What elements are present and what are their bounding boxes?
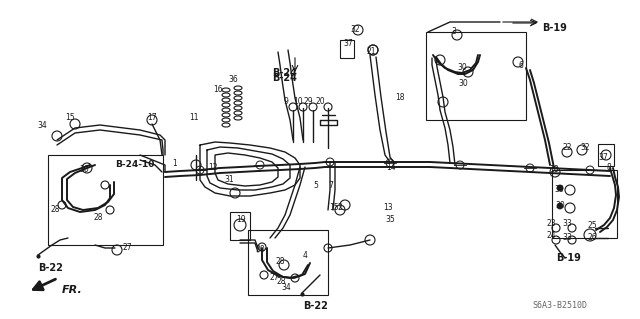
Text: B-24: B-24 [272,73,297,83]
Bar [230,212,250,240]
Text: 7: 7 [328,181,333,189]
Text: 34: 34 [281,283,291,292]
Text: 2: 2 [338,203,342,211]
Bar [248,230,328,295]
Text: S6A3-B2510D: S6A3-B2510D [532,300,588,309]
Text: B-19: B-19 [556,253,581,263]
Text: 34: 34 [37,121,47,130]
Bar [426,32,526,120]
Text: 37: 37 [343,39,353,48]
Text: 5: 5 [314,181,319,189]
Text: 4: 4 [303,250,307,259]
Text: 31: 31 [224,175,234,184]
Text: 21: 21 [366,48,376,56]
Text: 17: 17 [147,113,157,122]
Bar [48,155,163,245]
Text: 3: 3 [452,27,456,36]
Text: B-22: B-22 [38,263,63,273]
Text: 6: 6 [518,61,524,70]
Text: 15: 15 [329,203,339,211]
Text: 32: 32 [350,26,360,34]
Text: 24: 24 [546,231,556,240]
Text: B-24-10: B-24-10 [115,160,154,169]
Text: 33: 33 [562,233,572,241]
Text: 18: 18 [549,165,559,174]
Text: 30: 30 [457,63,467,72]
Text: 30: 30 [79,165,89,174]
Circle shape [557,203,563,209]
Text: B-19: B-19 [542,23,567,33]
Text: 13: 13 [383,203,393,211]
Text: B-22: B-22 [303,301,328,311]
Text: 19: 19 [236,216,246,225]
Text: 8: 8 [607,164,611,173]
Text: 9: 9 [284,97,289,106]
Text: 27: 27 [122,243,132,253]
Text: 25: 25 [587,220,597,229]
Text: 30: 30 [555,202,565,211]
Text: 30: 30 [458,78,468,87]
Text: 36: 36 [228,76,238,85]
Text: 12: 12 [208,164,218,173]
Text: 35: 35 [385,216,395,225]
Bar [340,40,354,58]
Text: 16: 16 [213,85,223,94]
Circle shape [557,185,563,191]
Text: 10: 10 [293,97,303,106]
Bar [598,144,614,166]
Text: 28: 28 [275,257,285,266]
Text: 28: 28 [93,213,103,222]
Text: 22: 22 [563,144,572,152]
Text: 30: 30 [554,186,564,195]
Text: 33: 33 [562,219,572,227]
Text: 1: 1 [173,159,177,167]
Bar [552,170,617,238]
Text: 28: 28 [51,205,60,214]
Text: 27: 27 [269,273,279,283]
Text: 30: 30 [255,244,265,254]
Text: 15: 15 [65,113,75,122]
Text: FR.: FR. [62,285,83,295]
Text: 32: 32 [580,144,590,152]
Text: 18: 18 [396,93,404,101]
Text: 11: 11 [189,113,199,122]
Text: B-24: B-24 [272,68,297,78]
Text: 29: 29 [303,97,313,106]
Text: 14: 14 [386,162,396,172]
Text: 23: 23 [546,219,556,227]
Text: 37: 37 [598,153,608,162]
Text: 26: 26 [587,233,597,241]
Text: 28: 28 [276,278,285,286]
Text: 20: 20 [315,98,325,107]
